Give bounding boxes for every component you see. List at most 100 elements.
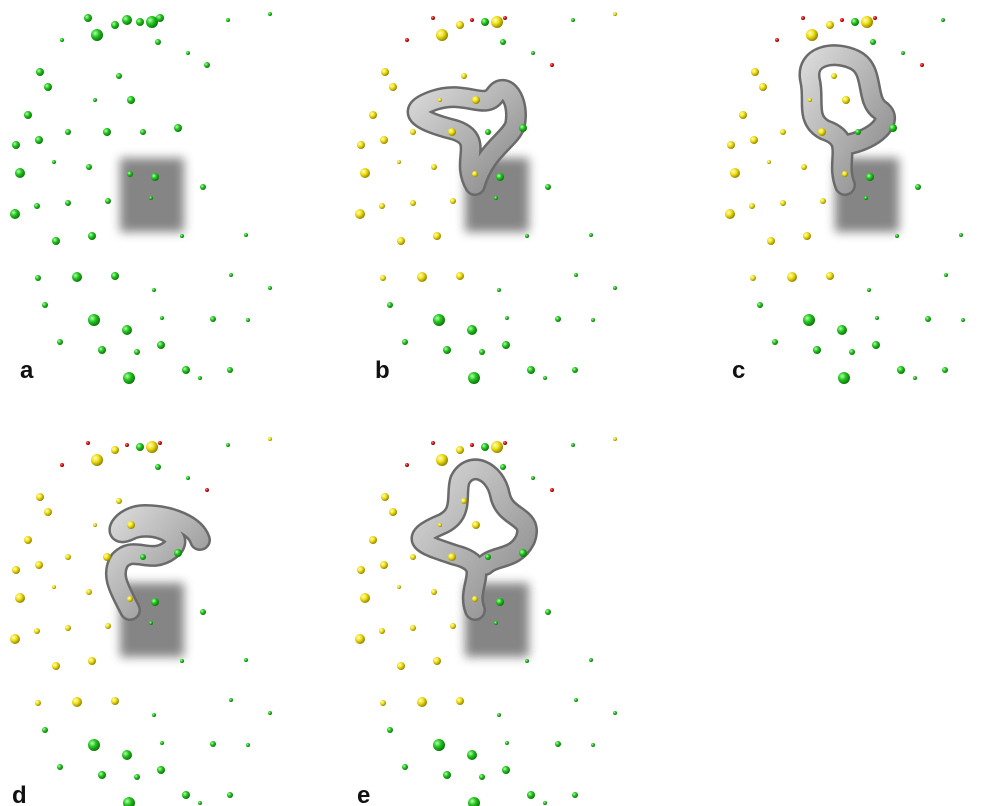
sphere: [438, 98, 442, 102]
sphere: [519, 124, 527, 132]
sphere: [915, 184, 921, 190]
sphere: [889, 124, 897, 132]
sphere: [867, 288, 871, 292]
sphere: [826, 21, 834, 29]
sphere: [111, 21, 119, 29]
sphere: [545, 609, 551, 615]
sphere: [246, 318, 250, 322]
sphere: [35, 275, 41, 281]
sphere: [456, 272, 464, 280]
sphere: [268, 286, 272, 290]
sphere: [531, 51, 535, 55]
sphere: [229, 698, 233, 702]
sphere: [750, 136, 758, 144]
sphere: [103, 128, 111, 136]
sphere: [417, 697, 427, 707]
sphere: [410, 625, 416, 631]
sphere: [574, 273, 578, 277]
sphere: [897, 366, 905, 374]
sphere: [155, 464, 161, 470]
sphere: [866, 173, 874, 181]
sphere: [941, 18, 945, 22]
sphere: [531, 476, 535, 480]
sphere: [229, 273, 233, 277]
sphere: [12, 566, 20, 574]
panel-label: b: [375, 357, 390, 384]
sphere: [448, 553, 456, 561]
sphere: [543, 801, 547, 805]
panel: c: [725, 12, 982, 384]
sphere: [12, 141, 20, 149]
sphere: [494, 196, 498, 200]
sphere: [180, 234, 184, 238]
sphere: [35, 561, 43, 569]
sphere: [65, 554, 71, 560]
sphere: [246, 743, 250, 747]
panel-label: d: [12, 782, 27, 806]
sphere: [456, 697, 464, 705]
sphere: [571, 443, 575, 447]
sphere: [431, 441, 435, 445]
sphere: [122, 15, 132, 25]
sphere: [369, 111, 377, 119]
sphere: [468, 372, 480, 384]
sphere: [470, 443, 474, 447]
sphere: [52, 662, 60, 670]
sphere: [505, 741, 509, 745]
sphere: [52, 160, 56, 164]
sphere: [151, 598, 159, 606]
sphere: [496, 598, 504, 606]
sphere: [875, 316, 879, 320]
sphere: [402, 764, 408, 770]
sphere: [479, 349, 485, 355]
sphere: [780, 129, 786, 135]
sphere: [397, 237, 405, 245]
sphere: [65, 200, 71, 206]
sphere: [127, 171, 133, 177]
sphere: [397, 662, 405, 670]
sphere: [149, 196, 153, 200]
sphere: [591, 743, 595, 747]
sphere: [572, 367, 578, 373]
sphere: [730, 168, 740, 178]
sphere: [34, 203, 40, 209]
sphere: [433, 739, 445, 751]
sphere: [749, 203, 755, 209]
sphere: [91, 29, 103, 41]
sphere: [801, 164, 807, 170]
sphere: [57, 764, 63, 770]
sphere: [91, 454, 103, 466]
sphere: [505, 316, 509, 320]
sphere: [497, 288, 501, 292]
sphere: [88, 314, 100, 326]
sphere: [98, 771, 106, 779]
sphere: [780, 200, 786, 206]
sphere: [174, 124, 182, 132]
sphere: [842, 96, 850, 104]
sphere: [775, 38, 779, 42]
sphere: [767, 160, 771, 164]
sphere: [103, 553, 111, 561]
sphere: [803, 314, 815, 326]
sphere: [24, 111, 32, 119]
sphere: [431, 16, 435, 20]
sphere: [838, 372, 850, 384]
sphere: [379, 203, 385, 209]
sphere: [35, 700, 41, 706]
sphere: [111, 272, 119, 280]
sphere: [436, 454, 448, 466]
sphere: [158, 441, 162, 445]
sphere: [24, 536, 32, 544]
sphere: [15, 593, 25, 603]
sphere: [872, 341, 880, 349]
sphere: [485, 129, 491, 135]
density-block: [120, 158, 184, 232]
sphere: [360, 593, 370, 603]
sphere: [448, 128, 456, 136]
sphere: [527, 791, 535, 799]
sphere: [151, 173, 159, 181]
sphere: [65, 625, 71, 631]
sphere: [86, 441, 90, 445]
sphere: [727, 141, 735, 149]
sphere: [851, 18, 859, 26]
